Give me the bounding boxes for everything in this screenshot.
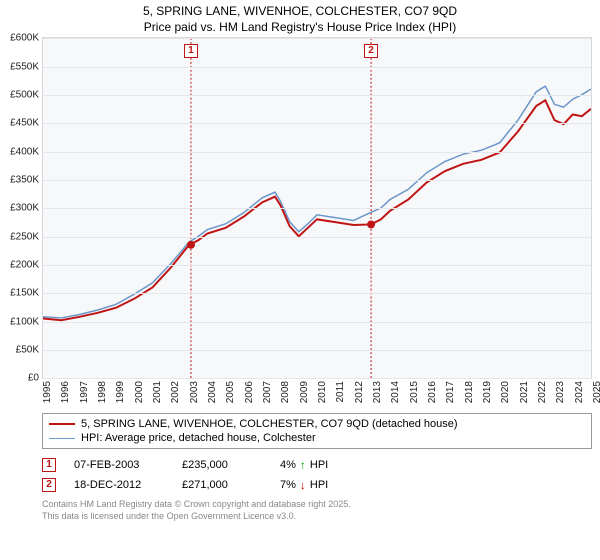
gridline-h	[43, 152, 591, 153]
x-axis-label: 2014	[390, 381, 401, 403]
event-marker-dot	[187, 241, 195, 249]
y-axis-label: £400K	[10, 146, 39, 157]
x-axis-label: 2009	[299, 381, 310, 403]
x-axis-label: 2010	[317, 381, 328, 403]
event-marker-dot	[367, 221, 375, 229]
y-axis-label: £100K	[10, 316, 39, 327]
gridline-h	[43, 95, 591, 96]
event-row-delta-suffix: HPI	[310, 459, 328, 471]
x-axis-label: 2003	[189, 381, 200, 403]
x-axis-label: 2018	[464, 381, 475, 403]
gridline-h	[43, 180, 591, 181]
x-axis-label: 2019	[482, 381, 493, 403]
legend-swatch	[49, 438, 75, 439]
chart-title-block: 5, SPRING LANE, WIVENHOE, COLCHESTER, CO…	[0, 0, 600, 37]
x-axis-label: 2023	[555, 381, 566, 403]
series-line	[43, 101, 591, 321]
event-row: 2 18-DEC-2012 £271,000 7% ↓ HPI	[42, 475, 592, 495]
x-axis-label: 2015	[409, 381, 420, 403]
event-row-date: 07-FEB-2003	[74, 459, 164, 471]
x-axis-label: 2022	[537, 381, 548, 403]
y-axis-label: £350K	[10, 174, 39, 185]
y-axis-label: £150K	[10, 288, 39, 299]
y-axis-label: £50K	[16, 344, 39, 355]
x-axis-label: 2024	[574, 381, 585, 403]
gridline-h	[43, 123, 591, 124]
legend-row: 5, SPRING LANE, WIVENHOE, COLCHESTER, CO…	[49, 417, 585, 431]
legend-label: 5, SPRING LANE, WIVENHOE, COLCHESTER, CO…	[81, 418, 458, 430]
event-marker-badge: 1	[184, 44, 198, 58]
legend: 5, SPRING LANE, WIVENHOE, COLCHESTER, CO…	[42, 413, 592, 449]
event-row-badge: 2	[42, 478, 56, 492]
x-axis-label: 2006	[244, 381, 255, 403]
chart-title-line1: 5, SPRING LANE, WIVENHOE, COLCHESTER, CO…	[0, 4, 600, 20]
event-row-delta-suffix: HPI	[310, 479, 328, 491]
x-axis-labels: 1995 1996 1997 1998 1999 2000 2001 2002 2003 2004…	[42, 379, 592, 407]
x-axis-label: 2021	[519, 381, 530, 403]
event-row-date: 18-DEC-2012	[74, 479, 164, 491]
x-axis-label: 2005	[225, 381, 236, 403]
gridline-h	[43, 237, 591, 238]
y-axis-label: £500K	[10, 89, 39, 100]
gridline-h	[43, 208, 591, 209]
event-row: 1 07-FEB-2003 £235,000 4% ↑ HPI	[42, 455, 592, 475]
x-axis-label: 2011	[335, 381, 346, 403]
chart-title-line2: Price paid vs. HM Land Registry's House …	[0, 20, 600, 36]
x-axis-label: 2017	[445, 381, 456, 403]
events-table: 1 07-FEB-2003 £235,000 4% ↑ HPI 2 18-DEC-2012 £2…	[42, 455, 592, 495]
series-line	[43, 86, 591, 318]
arrow-down-icon: ↓	[300, 478, 306, 492]
y-axis-label: £450K	[10, 118, 39, 129]
x-axis-label: 1998	[97, 381, 108, 403]
x-axis-label: 2025	[592, 381, 600, 403]
x-axis-label: 2002	[170, 381, 181, 403]
y-axis-label: £550K	[10, 61, 39, 72]
gridline-h	[43, 38, 591, 39]
event-row-delta: 7% ↓ HPI	[280, 478, 328, 492]
footnote: Contains HM Land Registry data © Crown c…	[42, 499, 592, 522]
chart-area: £0£50K£100K£150K£200K£250K£300K£350K£400…	[42, 37, 592, 407]
event-row-delta-pct: 4%	[280, 459, 296, 471]
legend-row: HPI: Average price, detached house, Colc…	[49, 431, 585, 445]
x-axis-label: 2016	[427, 381, 438, 403]
x-axis-label: 2001	[152, 381, 163, 403]
event-marker-badge: 2	[364, 44, 378, 58]
gridline-h	[43, 293, 591, 294]
gridline-h	[43, 265, 591, 266]
x-axis-label: 2000	[134, 381, 145, 403]
event-row-badge: 1	[42, 458, 56, 472]
x-axis-label: 2004	[207, 381, 218, 403]
x-axis-label: 2013	[372, 381, 383, 403]
y-axis-label: £200K	[10, 259, 39, 270]
x-axis-label: 2007	[262, 381, 273, 403]
y-axis-label: £600K	[10, 33, 39, 44]
x-axis-label: 1997	[79, 381, 90, 403]
gridline-h	[43, 67, 591, 68]
gridline-h	[43, 350, 591, 351]
y-axis-label: £250K	[10, 231, 39, 242]
legend-swatch	[49, 423, 75, 425]
x-axis-label: 1999	[115, 381, 126, 403]
x-axis-label: 2020	[500, 381, 511, 403]
chart-plot: £0£50K£100K£150K£200K£250K£300K£350K£400…	[42, 37, 592, 379]
x-axis-label: 2012	[354, 381, 365, 403]
x-axis-label: 1995	[42, 381, 53, 403]
y-axis-label: £300K	[10, 203, 39, 214]
event-row-delta-pct: 7%	[280, 479, 296, 491]
footnote-line2: This data is licensed under the Open Gov…	[42, 511, 592, 523]
gridline-h	[43, 322, 591, 323]
event-row-price: £271,000	[182, 479, 262, 491]
legend-label: HPI: Average price, detached house, Colc…	[81, 432, 316, 444]
event-row-delta: 4% ↑ HPI	[280, 458, 328, 472]
arrow-up-icon: ↑	[300, 458, 306, 472]
x-axis-label: 1996	[60, 381, 71, 403]
footnote-line1: Contains HM Land Registry data © Crown c…	[42, 499, 592, 511]
event-row-price: £235,000	[182, 459, 262, 471]
x-axis-label: 2008	[280, 381, 291, 403]
y-axis-label: £0	[28, 373, 39, 384]
